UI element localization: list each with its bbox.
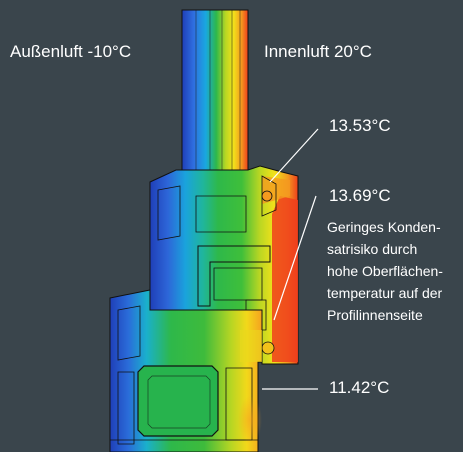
temperature-top-value: 13.53°C bbox=[329, 116, 391, 135]
outside-air-label: Außenluft -10°C bbox=[10, 42, 132, 61]
note-line: hohe Oberflächen- bbox=[327, 263, 443, 279]
temperature-low-value: 11.42°C bbox=[329, 378, 390, 397]
note-line: Profilinnenseite bbox=[327, 307, 423, 323]
note-line: satrisiko durch bbox=[327, 241, 418, 257]
note-line: temperatur auf der bbox=[327, 285, 443, 301]
leader-line-mid bbox=[273, 195, 317, 321]
leader-line-top bbox=[269, 128, 319, 183]
temperature-mid-value: 13.69°C bbox=[329, 186, 391, 205]
condensation-note: Geringes Konden- satrisiko durch hohe Ob… bbox=[327, 216, 443, 326]
inside-air-label: Innenluft 20°C bbox=[264, 42, 372, 61]
glass-pane bbox=[181, 9, 249, 181]
leader-lines bbox=[262, 128, 319, 390]
frame-profile bbox=[109, 289, 263, 452]
note-line: Geringes Konden- bbox=[327, 219, 441, 235]
